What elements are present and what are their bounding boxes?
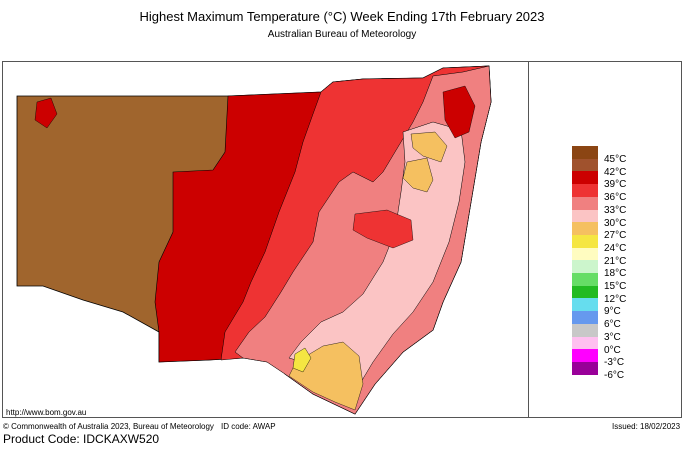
legend-label: 36°C (604, 192, 627, 204)
legend-label: 18°C (604, 268, 627, 280)
legend-label: 45°C (604, 154, 627, 165)
legend-swatch (572, 222, 598, 236)
legend-swatch (572, 247, 598, 261)
product-code: Product Code: IDCKAXW520 (3, 432, 160, 446)
legend-swatch (572, 184, 598, 198)
map-title: Highest Maximum Temperature (°C) Week En… (139, 9, 545, 24)
legend-label: 12°C (604, 293, 627, 305)
map-subtitle: Australian Bureau of Meteorology (267, 29, 417, 40)
legend-swatch (572, 361, 598, 375)
id-code: ID code: AWAP (221, 422, 276, 431)
legend-label: 6°C (604, 319, 621, 331)
legend-label: 0°C (604, 344, 621, 356)
legend-swatch (572, 158, 598, 172)
issued-date: Issued: 18/02/2023 (612, 422, 681, 431)
zone-42-spot-nw (34, 97, 58, 129)
legend-label: 30°C (604, 217, 627, 229)
panel-divider (528, 61, 529, 418)
legend-swatch (572, 298, 598, 312)
legend-label: 9°C (604, 306, 621, 318)
legend-swatch (572, 273, 598, 286)
legend-label: -6°C (604, 369, 625, 381)
legend-swatch (572, 285, 598, 299)
legend-label: 39°C (604, 179, 627, 191)
legend-label: 15°C (604, 281, 627, 292)
legend-swatch (572, 196, 598, 210)
zone-24-alpine (292, 347, 312, 373)
copyright-text: © Commonwealth of Australia 2023, Bureau… (3, 422, 214, 431)
legend-label: 3°C (604, 331, 621, 343)
legend-label: 33°C (604, 204, 627, 216)
legend-label: 42°C (604, 166, 627, 178)
legend-swatch (572, 171, 598, 185)
legend-swatch (572, 260, 598, 274)
zone-36-spot-central (352, 209, 414, 249)
nsw-temperature-map (16, 65, 492, 415)
legend-swatch (572, 336, 598, 350)
legend-swatch (572, 311, 598, 325)
legend-label: 24°C (604, 242, 627, 254)
legend-label: -3°C (604, 357, 625, 369)
legend-label: 27°C (604, 230, 627, 242)
legend-label: 21°C (604, 255, 627, 267)
legend-swatch (572, 234, 598, 248)
legend-swatch (572, 146, 598, 159)
legend-swatch (572, 209, 598, 223)
zone-39-spot-northeast (442, 85, 476, 139)
zone-27-north (410, 131, 448, 163)
legend-swatch (572, 349, 598, 363)
legend-swatch (572, 323, 598, 337)
zone-27-tablelands (402, 157, 434, 193)
bom-url[interactable]: http://www.bom.gov.au (6, 408, 87, 417)
